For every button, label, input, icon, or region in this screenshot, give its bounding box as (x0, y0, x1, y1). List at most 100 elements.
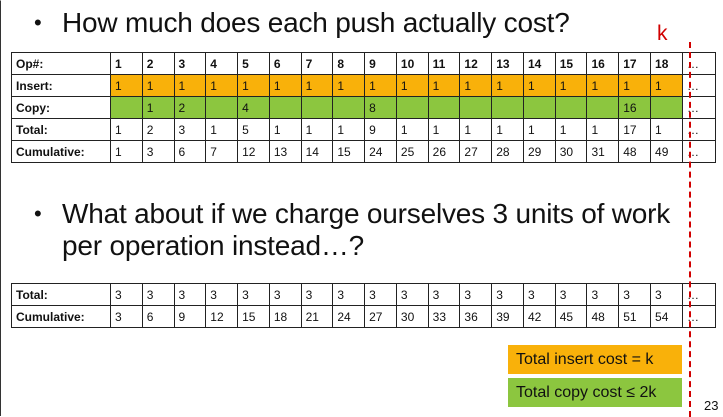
table-cell: 1 (110, 74, 143, 97)
table-cell: 9 (173, 305, 207, 328)
table-cell: 1 (491, 118, 524, 141)
table-cell: 1 (586, 118, 620, 141)
table-cell (554, 96, 588, 119)
ellipsis-cell: … (682, 74, 716, 97)
table-cell: 1 (110, 52, 143, 75)
table-cell (268, 96, 302, 119)
table-cell: 1 (110, 140, 143, 163)
table-cell: 1 (650, 118, 683, 141)
table-cell: 9 (364, 118, 397, 141)
table-cell: 18 (650, 52, 683, 75)
bullet-text-2-line1: What about if we charge ourselves 3 unit… (62, 198, 671, 229)
table-cell: 16 (618, 96, 652, 119)
row-label: Copy: (11, 96, 111, 119)
row-label: Insert: (11, 74, 111, 97)
ellipsis-cell: … (682, 96, 716, 119)
table-cell (427, 96, 461, 119)
bullet-text-1: How much does each push actually cost? (62, 7, 570, 38)
table-cell: 30 (554, 140, 588, 163)
table-cell: 3 (427, 283, 461, 306)
k-marker-line (689, 42, 691, 417)
table-cell: 24 (332, 305, 366, 328)
table-cell: 48 (586, 305, 620, 328)
table-row: Op#: 1 2 3 4 5 6 7 8 9 10 11 12 13 14 15 16 17 18… (11, 52, 716, 75)
table-cell (395, 96, 429, 119)
ellipsis-cell: … (682, 140, 716, 163)
table-cell: 3 (110, 283, 143, 306)
table-cell: 3 (173, 283, 207, 306)
table-cell (522, 96, 556, 119)
table-row: Copy: 1 2 4 8 16… (11, 96, 716, 119)
legend-insert-cost: Total insert cost = k (508, 345, 682, 374)
table-cell: 27 (364, 305, 397, 328)
table-cell: 3 (618, 283, 652, 306)
table-cell: 1 (110, 118, 143, 141)
table-cell: 33 (427, 305, 461, 328)
table-cell: 1 (427, 118, 461, 141)
table-cell: 3 (395, 283, 429, 306)
table-cell (459, 96, 493, 119)
bullet-text-2-line2: per operation instead…? (62, 230, 365, 261)
table-cell: 2 (141, 118, 175, 141)
table-cell: 3 (364, 283, 397, 306)
table-cell: 3 (300, 283, 334, 306)
table-cell: 14 (522, 52, 556, 75)
table-cell: 14 (300, 140, 334, 163)
row-label: Cumulative: (11, 305, 111, 328)
table-cell: 1 (427, 74, 461, 97)
table-cell: 1 (332, 118, 366, 141)
table-cell: 8 (332, 52, 366, 75)
table-cell: 29 (522, 140, 556, 163)
table-cell: 1 (332, 74, 366, 97)
table-cell: 4 (205, 52, 239, 75)
table-cell: 28 (491, 140, 524, 163)
table-cell: 1 (459, 118, 493, 141)
table-cell: 2 (141, 52, 175, 75)
table-cell: 15 (332, 140, 366, 163)
table-cell: 30 (395, 305, 429, 328)
table-row: Total: 3 3 3 3 3 3 3 3 3 3 3 3 3 3 3 3 3 3… (11, 283, 716, 306)
table-cell: 13 (491, 52, 524, 75)
bullet-question-1: • How much does each push actually cost? (34, 7, 570, 39)
table-cell: 51 (618, 305, 652, 328)
table-cell: 7 (205, 140, 239, 163)
bullet-question-2: • What about if we charge ourselves 3 uni… (34, 198, 670, 262)
table-cell: 1 (268, 118, 302, 141)
table-cell: 11 (427, 52, 461, 75)
table-cell: 3 (110, 305, 143, 328)
table-cell: 5 (237, 52, 270, 75)
ellipsis-cell: … (682, 305, 716, 328)
table-cell (205, 96, 239, 119)
table-cell: 3 (237, 283, 270, 306)
table-cell: 15 (554, 52, 588, 75)
table-cell: 1 (300, 74, 334, 97)
page-number: 23 (704, 398, 719, 413)
table-cell: 2 (173, 96, 207, 119)
table-cell: 6 (173, 140, 207, 163)
table-row: Cumulative: 1 3 6 7 12 13 14 15 24 25 26 27 28 29 30 31 4… (11, 140, 716, 163)
table-cell (491, 96, 524, 119)
table-cell: 3 (650, 283, 683, 306)
row-label: Total: (11, 118, 111, 141)
ellipsis-cell: … (682, 52, 716, 75)
table-cell: 39 (491, 305, 524, 328)
table-cell: 1 (459, 74, 493, 97)
table-row: Insert: 1 1 1 1 1 1 1 1 1 1 1 1 1 1 1 1 1 1… (11, 74, 716, 97)
table-cell: 1 (395, 118, 429, 141)
table-cell: 1 (237, 74, 270, 97)
table-cell: 6 (268, 52, 302, 75)
amortized-cost-table: Total: 3 3 3 3 3 3 3 3 3 3 3 3 3 3 3 3 3 3… Cumulative: 3 6 9 1… (11, 283, 716, 328)
table-row: Total: 1 2 3 1 5 1 1 1 9 1 1 1 1 1 1 1 17 1… (11, 118, 716, 141)
push-cost-table: Op#: 1 2 3 4 5 6 7 8 9 10 11 12 13 14 15 16 17 18… Insert: 1… (11, 52, 716, 163)
table-cell: 3 (522, 283, 556, 306)
table-cell: 3 (332, 283, 366, 306)
table-cell: 1 (650, 74, 683, 97)
table-cell (650, 96, 683, 119)
table-cell: 1 (618, 74, 652, 97)
table-cell: 1 (268, 74, 302, 97)
table-cell: 12 (205, 305, 239, 328)
table-cell (332, 96, 366, 119)
table-cell: 9 (364, 52, 397, 75)
table-cell: 24 (364, 140, 397, 163)
